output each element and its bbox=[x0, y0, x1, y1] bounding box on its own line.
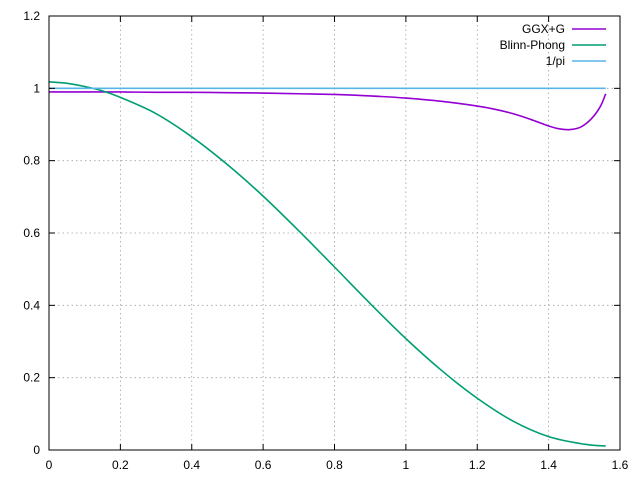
y-tick-label: 0 bbox=[33, 443, 40, 457]
y-tick-labels: 0 0.2 0.4 0.6 0.8 1 1.2 bbox=[23, 9, 40, 457]
x-tick-label: 0.6 bbox=[255, 458, 272, 472]
x-tick-label: 1.2 bbox=[469, 458, 486, 472]
x-tick-label: 0.4 bbox=[183, 458, 200, 472]
y-tick-label: 0.2 bbox=[23, 371, 40, 385]
legend-label: Blinn-Phong bbox=[500, 38, 565, 52]
series-line-blinn-phong bbox=[48, 81, 606, 447]
legend-label: 1/pi bbox=[546, 54, 565, 68]
grid bbox=[49, 16, 620, 450]
legend: GGX+G Blinn-Phong 1/pi bbox=[500, 22, 606, 68]
x-tick-label: 1.6 bbox=[612, 458, 629, 472]
y-tick-label: 0.4 bbox=[23, 298, 40, 312]
y-tick-label: 1 bbox=[33, 81, 40, 95]
x-tick-labels: 0 0.2 0.4 0.6 0.8 1 1.2 1.4 1.6 bbox=[46, 458, 629, 472]
series-line-ggx-g bbox=[49, 91, 607, 131]
y-tick-label: 1.2 bbox=[23, 9, 40, 23]
legend-label: GGX+G bbox=[522, 22, 565, 36]
x-tick-label: 0 bbox=[46, 458, 53, 472]
x-tick-label: 0.8 bbox=[326, 458, 343, 472]
x-tick-label: 1.4 bbox=[540, 458, 557, 472]
x-tick-label: 0.2 bbox=[112, 458, 129, 472]
y-tick-label: 0.8 bbox=[23, 154, 40, 168]
ticks bbox=[48, 15, 621, 451]
series-layer bbox=[48, 81, 607, 447]
x-tick-label: 1 bbox=[403, 458, 410, 472]
y-tick-label: 0.6 bbox=[23, 226, 40, 240]
